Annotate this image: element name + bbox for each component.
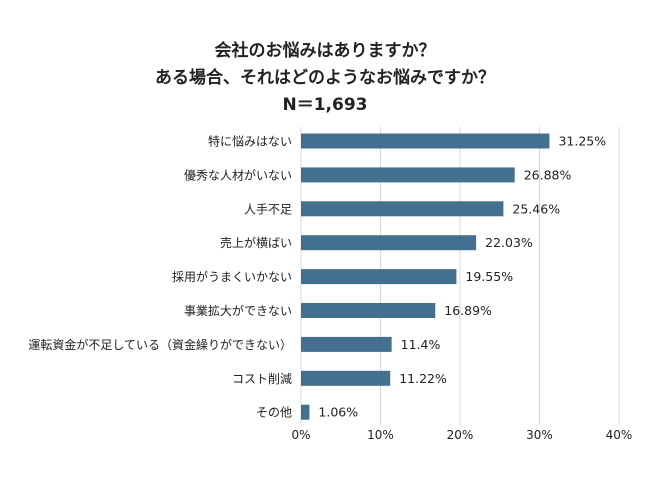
category-label: 売上が横ばい [220, 235, 292, 250]
value-label: 31.25% [558, 134, 606, 149]
category-label: 特に悩みはない [208, 134, 292, 149]
value-label: 16.89% [444, 303, 492, 318]
x-tick-label: 0% [291, 428, 310, 442]
x-tick-label: 10% [367, 428, 394, 442]
bar [301, 336, 392, 352]
value-label: 26.88% [524, 167, 572, 182]
bars [301, 133, 550, 420]
bar [301, 269, 457, 285]
bar [301, 167, 515, 183]
x-axis-tick-labels: 0% 10% 20% 30% 40% [291, 428, 632, 442]
x-tick-label: 20% [447, 428, 474, 442]
category-label: 優秀な人材がいない [184, 167, 292, 182]
chart-title-line-3: N＝1,693 [282, 95, 368, 115]
bar [301, 201, 504, 217]
bar [301, 235, 477, 251]
bar [301, 303, 436, 318]
category-label: 運転資金が不足している（資金繰りができない） [28, 337, 292, 352]
value-labels: 31.25% 26.88% 25.46% 22.03% 19.55% 16.89% 11.4… [318, 134, 606, 420]
bar [301, 404, 310, 420]
x-tick-label: 30% [526, 428, 553, 442]
value-label: 25.46% [512, 201, 560, 216]
category-label: コスト削減 [232, 371, 292, 386]
value-label: 1.06% [318, 405, 358, 420]
chart-title: 会社のお悩みはありますか？ ある場合、それはどのようなお悩みですか？ N＝1,6… [0, 38, 650, 119]
value-label: 19.55% [465, 269, 513, 284]
value-label: 22.03% [485, 235, 533, 250]
category-label: その他 [256, 406, 292, 420]
category-labels: 特に悩みはない優秀な人材がいない人手不足売上が横ばい採用がうまくいかない事業拡大… [28, 134, 292, 420]
value-label: 11.22% [399, 371, 447, 386]
category-label: 人手不足 [244, 202, 292, 216]
value-label: 11.4% [401, 337, 441, 352]
chart-title-line-1: 会社のお悩みはありますか？ [214, 41, 436, 61]
bar [301, 133, 550, 149]
category-label: 事業拡大ができない [184, 303, 292, 318]
bar [301, 370, 391, 386]
category-label: 採用がうまくいかない [172, 269, 292, 284]
chart-title-line-2: ある場合、それはどのようなお悩みですか？ [155, 68, 495, 88]
x-tick-label: 40% [606, 428, 633, 442]
